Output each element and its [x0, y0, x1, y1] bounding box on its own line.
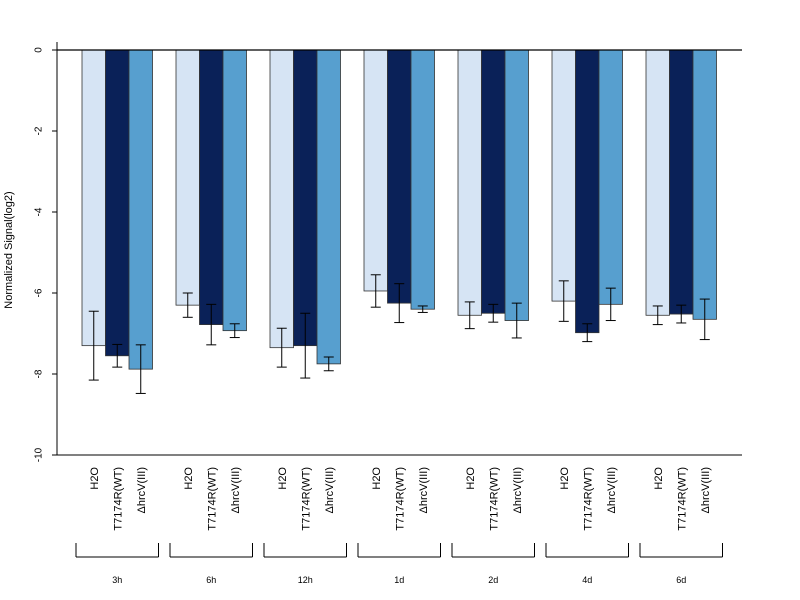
- bar-label: H2O: [371, 467, 383, 490]
- group-bracket: [169, 543, 253, 558]
- bar: [504, 49, 529, 321]
- bar-label: H2O: [277, 467, 289, 490]
- error-bar: [276, 327, 287, 368]
- error-bar: [417, 305, 428, 313]
- error-bar: [370, 274, 381, 308]
- error-bar: [464, 301, 475, 330]
- bar-label: T7174R(WT): [394, 467, 406, 531]
- bar: [387, 49, 412, 304]
- bar-label: ΔhrcV(III): [700, 467, 712, 513]
- group-bracket: [357, 543, 441, 558]
- bar: [81, 49, 106, 347]
- group-bracket: [545, 543, 629, 558]
- bar: [645, 49, 670, 316]
- bar-label: ΔhrcV(III): [230, 467, 242, 513]
- bar: [575, 49, 600, 334]
- bar-label: ΔhrcV(III): [512, 467, 524, 513]
- group-bracket: [451, 543, 535, 558]
- bar: [269, 49, 294, 349]
- bar-label: H2O: [559, 467, 571, 490]
- bar: [692, 49, 717, 320]
- bar-label: T7174R(WT): [300, 467, 312, 531]
- error-bar: [229, 323, 240, 339]
- bar: [457, 49, 482, 316]
- error-bar: [135, 344, 146, 394]
- error-bar: [112, 343, 123, 368]
- bar-label: H2O: [653, 467, 665, 490]
- bar: [316, 49, 341, 365]
- group-label: 6d: [676, 575, 686, 585]
- group-label: 6h: [206, 575, 216, 585]
- y-tick-label: -10: [34, 447, 45, 462]
- bar-label: H2O: [183, 467, 195, 490]
- y-axis: 0 -2 -4 -6 -8 -10: [34, 42, 58, 462]
- group-label: 2d: [488, 575, 498, 585]
- bar-label: T7174R(WT): [488, 467, 500, 531]
- y-tick-label: -6: [34, 288, 45, 297]
- x-axis-labels: H2O T7174R(WT) ΔhrcV(III) H2O T7174R(WT) Δhrc…: [89, 467, 712, 531]
- error-bar: [88, 310, 99, 381]
- y-tick-label: -8: [34, 369, 45, 378]
- error-bar: [676, 304, 687, 324]
- error-bar: [394, 283, 405, 324]
- bar-label: T7174R(WT): [112, 467, 124, 531]
- bar-label: ΔhrcV(III): [606, 467, 618, 513]
- y-axis-label: Normalized Signal(log2): [3, 191, 15, 308]
- group-label: 4d: [582, 575, 592, 585]
- error-bar: [558, 280, 569, 322]
- y-tick-label: -4: [34, 207, 45, 216]
- bar-label: H2O: [465, 467, 477, 490]
- error-bar: [488, 303, 499, 323]
- bar: [481, 49, 506, 314]
- bar-label: ΔhrcV(III): [136, 467, 148, 513]
- bar: [128, 49, 153, 370]
- bar: [410, 49, 435, 310]
- bar: [293, 49, 318, 347]
- bar: [222, 49, 247, 332]
- error-bar: [699, 298, 710, 341]
- error-bar: [300, 312, 311, 379]
- error-bar: [582, 323, 593, 343]
- group-brackets: 3h 6h 12h 1d 2d 4d 6d: [75, 543, 723, 585]
- bar: [105, 49, 130, 357]
- bar: [551, 49, 576, 302]
- group-label: 3h: [112, 575, 122, 585]
- error-bar: [206, 303, 217, 346]
- group-label: 12h: [298, 575, 313, 585]
- bar-label: ΔhrcV(III): [324, 467, 336, 513]
- y-tick-label: 0: [34, 47, 45, 53]
- bar: [199, 49, 224, 325]
- error-bar: [182, 292, 193, 318]
- bar: [598, 49, 623, 305]
- bar: [175, 49, 200, 306]
- bar-label: T7174R(WT): [206, 467, 218, 531]
- bars: [81, 49, 717, 394]
- group-bracket: [639, 543, 723, 558]
- bar-label: T7174R(WT): [582, 467, 594, 531]
- error-bar: [652, 305, 663, 326]
- group-bracket: [263, 543, 347, 558]
- group-bracket: [75, 543, 159, 558]
- error-bar: [605, 287, 616, 322]
- bar-label: T7174R(WT): [676, 467, 688, 531]
- y-tick-label: -2: [34, 126, 45, 135]
- bar: [363, 49, 388, 292]
- bar-label: H2O: [89, 467, 101, 490]
- bar-label: ΔhrcV(III): [418, 467, 430, 513]
- bar: [669, 49, 694, 315]
- error-bar: [323, 356, 334, 372]
- error-bar: [511, 302, 522, 339]
- group-label: 1d: [394, 575, 404, 585]
